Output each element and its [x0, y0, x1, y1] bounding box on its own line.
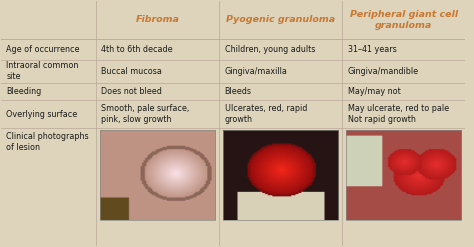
Bar	[346, 130, 461, 220]
Text: Smooth, pale surface,
pink, slow growth: Smooth, pale surface, pink, slow growth	[101, 104, 190, 124]
Text: 4th to 6th decade: 4th to 6th decade	[101, 45, 173, 54]
Text: Pyogenic granuloma: Pyogenic granuloma	[226, 15, 335, 24]
Text: Buccal mucosa: Buccal mucosa	[101, 67, 163, 76]
Text: Intraoral common
site: Intraoral common site	[6, 61, 79, 81]
Bar	[223, 130, 338, 220]
Text: Bleeds: Bleeds	[225, 87, 252, 96]
Text: Children, young adults: Children, young adults	[225, 45, 315, 54]
Text: Does not bleed: Does not bleed	[101, 87, 163, 96]
Text: May ulcerate, red to pale
Not rapid growth: May ulcerate, red to pale Not rapid grow…	[347, 104, 449, 124]
Text: Gingiva/maxilla: Gingiva/maxilla	[225, 67, 287, 76]
Text: 31–41 years: 31–41 years	[347, 45, 396, 54]
Text: Fibroma: Fibroma	[136, 15, 179, 24]
Text: May/may not: May/may not	[347, 87, 401, 96]
Text: Gingiva/mandible: Gingiva/mandible	[347, 67, 419, 76]
Text: Bleeding: Bleeding	[6, 87, 42, 96]
Text: Clinical photographs
of lesion: Clinical photographs of lesion	[6, 132, 89, 152]
Text: Overlying surface: Overlying surface	[6, 110, 78, 119]
Text: Ulcerates, red, rapid
growth: Ulcerates, red, rapid growth	[225, 104, 307, 124]
Text: Age of occurrence: Age of occurrence	[6, 45, 80, 54]
Text: Peripheral giant cell
granuloma: Peripheral giant cell granuloma	[349, 10, 457, 30]
Bar	[100, 130, 215, 220]
